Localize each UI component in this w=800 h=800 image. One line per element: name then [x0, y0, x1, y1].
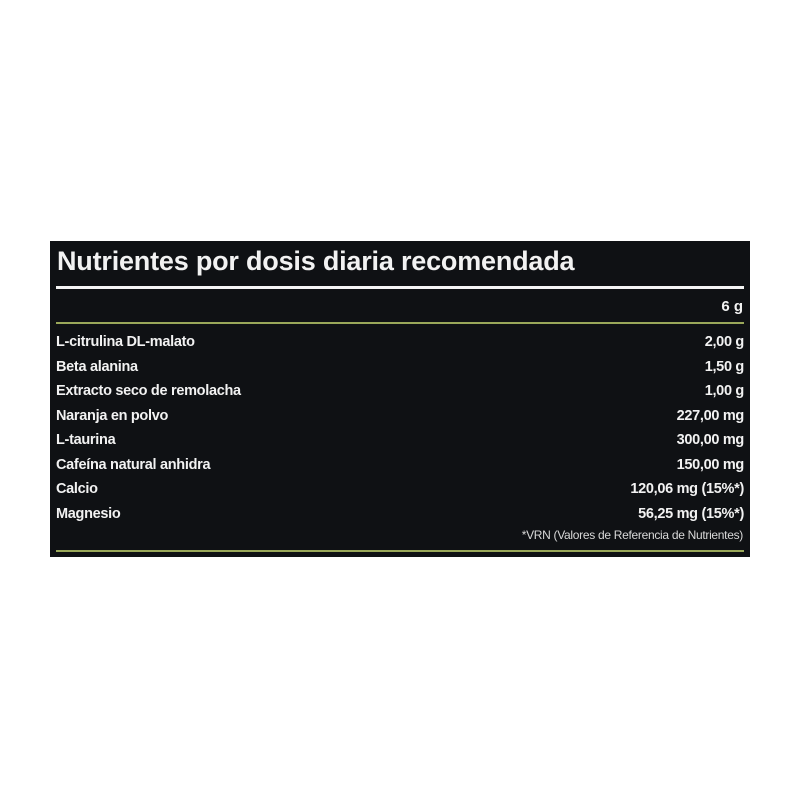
- nutrient-name: L-taurina: [56, 432, 116, 448]
- nutrient-value: 300,00 mg: [676, 432, 745, 448]
- nutrient-value: 227,00 mg: [676, 407, 745, 424]
- table-row: Beta alanina 1,50 g: [56, 355, 744, 380]
- nutrient-name: Magnesio: [56, 505, 121, 522]
- title-divider: [56, 286, 744, 289]
- nutrient-name: Calcio: [56, 481, 98, 497]
- header-divider: [56, 322, 744, 324]
- nutrient-name: Naranja en polvo: [56, 407, 169, 424]
- footer-divider: [56, 550, 744, 552]
- nutrient-name: Extracto seco de remolacha: [56, 383, 241, 399]
- nutrient-name: Beta alanina: [56, 358, 138, 375]
- nutrient-value: 1,00 g: [704, 383, 745, 399]
- table-title: Nutrientes por dosis diaria recomendada: [57, 246, 575, 276]
- nutrient-name: Cafeína natural anhidra: [56, 456, 211, 473]
- table-row: Extracto seco de remolacha 1,00 g: [56, 379, 744, 404]
- nutrient-name: L-citrulina DL-malato: [56, 334, 195, 350]
- nutrient-value: 150,00 mg: [676, 456, 745, 473]
- nutrient-value: 56,25 mg (15%*): [638, 505, 744, 522]
- table-row: Naranja en polvo 227,00 mg: [56, 404, 744, 429]
- nutrition-table: Nutrientes por dosis diaria recomendada …: [50, 241, 750, 557]
- table-row: Calcio 120,06 mg (15%*): [56, 477, 744, 502]
- nutrient-list: L-citrulina DL-malato 2,00 g Beta alanina 1…: [56, 330, 744, 526]
- nutrient-value: 1,50 g: [704, 358, 745, 375]
- table-row: Cafeína natural anhidra 150,00 mg: [56, 453, 744, 478]
- footnote: *VRN (Valores de Referencia de Nutriente…: [521, 528, 744, 542]
- table-row: Magnesio 56,25 mg (15%*): [56, 502, 744, 527]
- table-row: L-citrulina DL-malato 2,00 g: [56, 330, 744, 355]
- serving-size: 6 g: [721, 298, 743, 315]
- nutrient-value: 2,00 g: [704, 334, 745, 350]
- table-row: L-taurina 300,00 mg: [56, 428, 744, 453]
- nutrient-value: 120,06 mg (15%*): [630, 481, 744, 497]
